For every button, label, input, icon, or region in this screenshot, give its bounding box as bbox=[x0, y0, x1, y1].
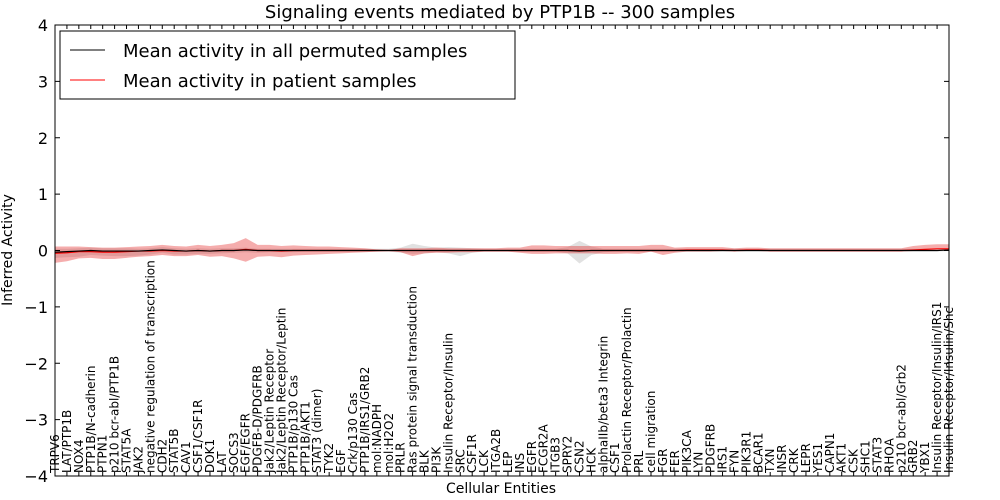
y-tick-label: 0 bbox=[38, 242, 48, 261]
x-tick-label: PIK3CA bbox=[680, 429, 694, 473]
x-tick-label: p210 bcr-abl/Grb2 bbox=[894, 364, 908, 473]
x-tick-label: SHC1 bbox=[859, 440, 873, 473]
x-tick-label: FYN bbox=[727, 450, 741, 473]
x-tick-label: CSF1 bbox=[608, 442, 622, 473]
x-tick-label: FCGR2A bbox=[537, 423, 551, 473]
x-tick-label: LYN bbox=[692, 452, 706, 473]
x-tick-label: SOCS3 bbox=[227, 432, 241, 473]
x-tick-label: CDH2 bbox=[155, 439, 169, 473]
x-tick-label: CAPN1 bbox=[823, 433, 837, 473]
x-tick-label: LAT bbox=[215, 451, 229, 473]
x-tick-label: PI3K bbox=[429, 446, 443, 473]
x-tick-label: PIK3R1 bbox=[739, 431, 753, 473]
x-tick-label: Jak2/Leptin Receptor bbox=[263, 349, 277, 474]
x-tick-label: NOX4 bbox=[72, 439, 86, 473]
x-tick-label: PDGFB-D/PDGFRB bbox=[251, 365, 265, 473]
band-permuted bbox=[55, 240, 949, 264]
legend-label-permuted: Mean activity in all permuted samples bbox=[123, 41, 467, 62]
x-tick-label: CAV1 bbox=[179, 441, 193, 473]
x-tick-label: mol:NADPH bbox=[370, 404, 384, 473]
x-tick-label: PTP1B/IRS1/GRB2 bbox=[358, 367, 372, 473]
x-tick-label: PDGFRB bbox=[704, 424, 718, 473]
x-tick-label: PTP1B/AKT1 bbox=[298, 401, 312, 473]
y-tick-label: 2 bbox=[38, 129, 48, 148]
x-tick-label: LCK bbox=[477, 449, 491, 473]
x-tick-label: CSF1/CSF1R bbox=[191, 400, 205, 473]
x-tick-label: Crk/p130 Cas bbox=[346, 392, 360, 473]
x-tick-label: cell migration bbox=[644, 391, 658, 473]
x-tick-label: PRL bbox=[632, 450, 646, 473]
line-layer bbox=[54, 248, 950, 254]
x-tick-label: JAK2 bbox=[131, 446, 145, 474]
x-tick-label: Prolactin Receptor/Prolactin bbox=[620, 307, 634, 473]
x-tick-label: ITGB3 bbox=[549, 437, 563, 473]
x-tick-label: TXN bbox=[763, 448, 777, 474]
y-tick-label: −3 bbox=[24, 411, 48, 430]
x-tick-label: EGFR bbox=[525, 441, 539, 473]
x-tick-label: Jak2/Leptin Receptor/Leptin bbox=[274, 308, 288, 474]
x-tick-label: INSR bbox=[775, 445, 789, 473]
x-tick-label: LAT/PTP1B bbox=[60, 410, 74, 473]
y-tick-label: 4 bbox=[38, 16, 48, 35]
y-axis: −4 −3 −2 −1 0 1 2 3 4 bbox=[24, 16, 949, 486]
x-tick-label: LEPR bbox=[799, 443, 813, 473]
x-tick-label: alphaIIb/beta3 Integrin bbox=[596, 336, 610, 473]
series-line-permuted bbox=[54, 249, 950, 253]
x-tick-label: CSN2 bbox=[572, 440, 586, 473]
x-tick-label: RHOA bbox=[882, 437, 896, 473]
x-tick-label: p210 bcr-abl/PTP1B bbox=[108, 356, 122, 473]
x-tick-label: STAT5B bbox=[167, 429, 181, 474]
x-tick-label: DOK1 bbox=[203, 439, 217, 473]
x-tick-label: PTP1B/p130 Cas bbox=[286, 375, 300, 473]
x-tick-label: TRPV6 bbox=[48, 434, 62, 474]
y-tick-label: −2 bbox=[24, 354, 48, 373]
x-tick-label: CSF1R bbox=[465, 434, 479, 473]
x-tick-label: TYK2 bbox=[322, 443, 336, 474]
x-tick-label: mol:H2O2 bbox=[382, 413, 396, 473]
x-tick-label: SRC bbox=[453, 449, 467, 473]
x-tick-label: FGR bbox=[656, 448, 670, 473]
x-tick-label: AKT1 bbox=[835, 443, 849, 473]
x-tick-label: LEP bbox=[501, 451, 515, 473]
x-tick-label: BCAR1 bbox=[751, 432, 765, 473]
x-tick-label: SPRY2 bbox=[561, 436, 575, 473]
x-tick-label: ITGA2B bbox=[489, 429, 503, 473]
x-tick-label: IRS1 bbox=[716, 446, 730, 473]
x-tick-label: PTPN1 bbox=[96, 435, 110, 473]
x-tick-label: FER bbox=[668, 450, 682, 473]
x-tick-label: negative regulation of transcription bbox=[143, 260, 157, 473]
x-tick-label: CSK bbox=[847, 448, 861, 473]
x-tick-label: Insulin Receptor/Insulin/Shc bbox=[942, 307, 956, 473]
y-tick-label: 1 bbox=[38, 185, 48, 204]
x-tick-label: PTP1B/N-cadherin bbox=[84, 366, 98, 473]
x-tick-label: EGF bbox=[334, 449, 348, 473]
x-tick-label: CRK bbox=[787, 447, 801, 473]
legend-label-patient: Mean activity in patient samples bbox=[123, 71, 417, 92]
x-tick-label: PRLR bbox=[394, 442, 408, 473]
x-tick-label: Ras protein signal transduction bbox=[406, 286, 420, 473]
x-tick-label: YBX1 bbox=[918, 442, 932, 474]
x-tick-label: EGF/EGFR bbox=[239, 413, 253, 473]
x-tick-label: GRB2 bbox=[906, 439, 920, 473]
x-tick-label: HCK bbox=[584, 447, 598, 473]
x-tick-label: YES1 bbox=[811, 443, 825, 474]
y-tick-label: −4 bbox=[24, 467, 48, 486]
x-axis-label: Cellular Entities bbox=[446, 481, 556, 497]
x-tick-label: INS bbox=[513, 453, 527, 473]
x-tick-label: Insulin Receptor/Insulin bbox=[441, 333, 455, 473]
legend: Mean activity in all permuted samples Me… bbox=[59, 30, 516, 100]
x-tick-label: STAT3 bbox=[870, 437, 884, 473]
legend-box bbox=[59, 30, 516, 100]
x-tick-label: STAT5A bbox=[120, 428, 134, 473]
y-axis-label: Inferred Activity bbox=[0, 194, 16, 306]
x-tick-label: STAT3 (dimer) bbox=[310, 389, 324, 473]
y-tick-label: 3 bbox=[38, 72, 48, 91]
y-tick-label: −1 bbox=[24, 298, 48, 317]
x-axis: TRPV6LAT/PTP1BNOX4PTP1B/N-cadherinPTPN1p… bbox=[48, 25, 956, 476]
chart-title: Signaling events mediated by PTP1B -- 30… bbox=[265, 2, 735, 23]
x-tick-label: BLK bbox=[418, 449, 432, 473]
x-tick-label: Insulin Receptor/Insulin/IRS1 bbox=[930, 302, 944, 473]
